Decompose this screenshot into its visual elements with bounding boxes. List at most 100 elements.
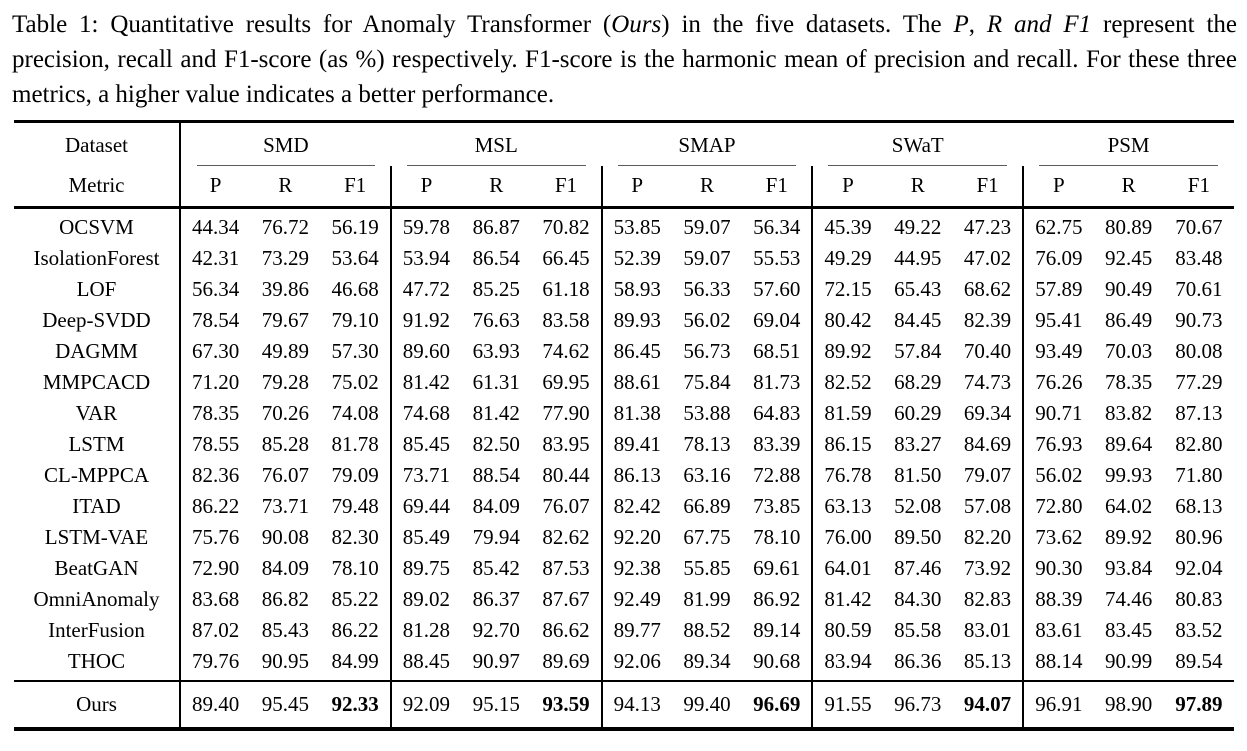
- metric-value: 56.02: [1022, 460, 1094, 491]
- metric-value: 57.84: [894, 339, 942, 363]
- metric-value: 63.16: [683, 463, 731, 487]
- metric-value: 39.86: [261, 277, 310, 301]
- metric-value: 78.55: [178, 429, 251, 460]
- metric-value: 80.83: [1175, 587, 1223, 611]
- metric-value: 57.60: [753, 277, 801, 301]
- metric-value: 49.29: [811, 243, 883, 274]
- metric-value: 52.39: [600, 243, 672, 274]
- metric-value: 80.08: [1175, 339, 1223, 363]
- header-group-swat: SWaT: [812, 122, 1023, 166]
- metric-value: 83.58: [542, 308, 590, 332]
- metric-value: 82.42: [600, 491, 672, 522]
- metric-value: 53.85: [600, 207, 672, 243]
- metric-value: 81.78: [331, 432, 379, 456]
- header-metric-p: P: [1022, 166, 1094, 209]
- metric-value: 49.22: [894, 215, 942, 239]
- header-group-msl: MSL: [391, 122, 602, 166]
- metric-value: 72.88: [753, 463, 801, 487]
- metric-value: 49.89: [261, 339, 310, 363]
- metric-value: 82.36: [178, 460, 251, 491]
- metric-value: 79.94: [472, 525, 520, 549]
- method-name: ITAD: [72, 494, 121, 518]
- metric-value: 55.53: [753, 246, 801, 270]
- metric-value: 76.93: [1022, 429, 1094, 460]
- metric-value: 84.09: [472, 494, 520, 518]
- metric-value: 46.68: [331, 277, 379, 301]
- metric-value: 74.68: [389, 398, 462, 429]
- header-dataset-label: Dataset: [65, 133, 128, 157]
- metric-value: 74.08: [331, 401, 379, 425]
- metric-value: 73.85: [753, 494, 801, 518]
- metric-value: 88.14: [1022, 646, 1094, 681]
- metric-value: 65.43: [894, 277, 942, 301]
- metric-value: 79.48: [331, 494, 379, 518]
- metric-value: 79.10: [331, 308, 379, 332]
- metric-value: 73.92: [963, 556, 1012, 580]
- metric-value: 59.07: [683, 246, 731, 270]
- metric-value: 89.34: [683, 649, 731, 673]
- metric-value: 91.55: [811, 680, 883, 729]
- metric-value: 63.13: [811, 491, 883, 522]
- metric-value: 62.75: [1022, 207, 1094, 243]
- metric-value: 95.45: [250, 680, 321, 729]
- metric-value: 47.72: [389, 274, 462, 305]
- metric-value: 74.73: [963, 370, 1012, 394]
- metric-value: 67.30: [178, 336, 251, 367]
- metric-value: 69.34: [963, 401, 1012, 425]
- method-row: VAR 78.35 70.26 74.08 74.68 81.42 77.90 81.38 53…: [14, 398, 1234, 429]
- metric-value: 82.52: [811, 367, 883, 398]
- method-name: CL-MPPCA: [43, 463, 150, 487]
- caption-segment: ) in the five datasets. The: [661, 11, 954, 38]
- metric-value: 74.46: [1104, 587, 1153, 611]
- metric-value: 86.49: [1104, 308, 1153, 332]
- metric-value: 56.02: [683, 308, 731, 332]
- metric-value: 68.29: [894, 370, 942, 394]
- metric-value: 93.59: [531, 680, 602, 729]
- metric-value: 81.42: [811, 584, 883, 615]
- metric-value: 90.73: [1175, 308, 1223, 332]
- metric-value: 85.22: [331, 587, 379, 611]
- metric-value: 98.90: [1093, 680, 1164, 729]
- method-name: InterFusion: [48, 618, 145, 642]
- metric-value: 96.69: [742, 680, 813, 729]
- header-dataset-row: Dataset SMD MSL SMAP SWaT PSM: [14, 121, 1234, 166]
- metric-value: 71.80: [1175, 463, 1223, 487]
- metric-value: 61.18: [542, 277, 590, 301]
- metric-value: 83.94: [811, 646, 883, 681]
- header-metric-f1: F1: [320, 166, 391, 209]
- metric-value: 89.14: [753, 618, 801, 642]
- method-name: IsolationForest: [33, 246, 160, 270]
- metric-value: 85.45: [389, 429, 462, 460]
- metric-value: 67.75: [683, 525, 731, 549]
- method-name: LOF: [76, 277, 117, 301]
- metric-value: 64.83: [753, 401, 801, 425]
- results-table: Dataset SMD MSL SMAP SWaT PSM Metric P R…: [14, 120, 1234, 731]
- metric-value: 86.22: [178, 491, 251, 522]
- method-name: OCSVM: [59, 215, 134, 239]
- metric-value: 81.50: [894, 463, 942, 487]
- metric-value: 53.64: [331, 246, 379, 270]
- metric-value: 63.93: [472, 339, 520, 363]
- metric-value: 68.13: [1175, 494, 1223, 518]
- metric-value: 59.07: [683, 215, 731, 239]
- metric-value: 87.02: [178, 615, 251, 646]
- metric-value: 47.23: [963, 215, 1012, 239]
- metric-value: 79.67: [261, 308, 310, 332]
- metric-value: 89.92: [1104, 525, 1153, 549]
- metric-value: 92.04: [1175, 556, 1223, 580]
- caption-segment: Table 1: Quantitative results for Anomal…: [12, 11, 612, 38]
- metric-value: 86.45: [600, 336, 672, 367]
- metric-value: 78.35: [1104, 370, 1153, 394]
- metric-value: 83.52: [1175, 618, 1223, 642]
- metric-value: 90.99: [1104, 649, 1153, 673]
- metric-value: 89.64: [1104, 432, 1153, 456]
- metric-value: 80.42: [811, 305, 883, 336]
- metric-value: 82.30: [331, 525, 379, 549]
- metric-value: 56.33: [683, 277, 731, 301]
- metric-value: 90.95: [261, 649, 310, 673]
- metric-value: 70.03: [1104, 339, 1153, 363]
- metric-value: 86.15: [811, 429, 883, 460]
- method-name: DAGMM: [55, 339, 138, 363]
- metric-value: 56.19: [331, 215, 379, 239]
- metric-value: 69.95: [542, 370, 590, 394]
